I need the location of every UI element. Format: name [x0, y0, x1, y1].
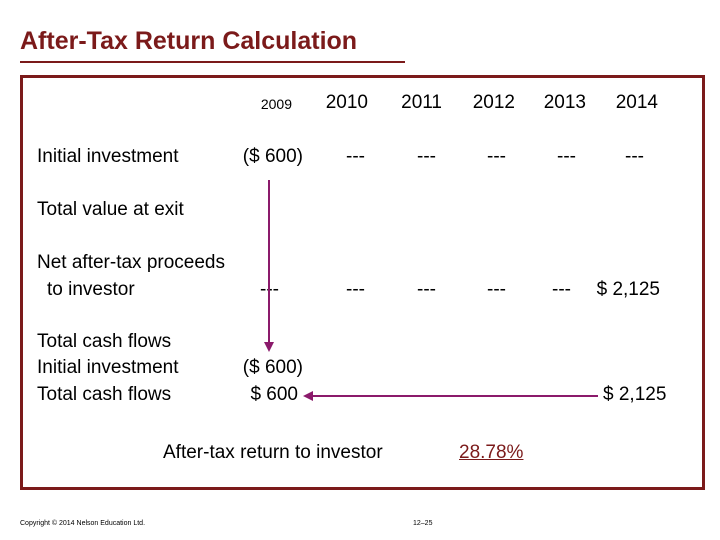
net-proceeds-2010: ---: [346, 279, 365, 300]
page-number: 12–25: [413, 520, 433, 527]
net-proceeds-2013: ---: [552, 279, 571, 300]
summary-initial-investment-value: ($ 600): [242, 357, 303, 378]
after-tax-return-value: 28.78%: [459, 442, 524, 463]
year-2010: 2010: [325, 92, 368, 113]
initial-investment-2012: ---: [487, 146, 506, 167]
summary-initial-investment-label: Initial investment: [37, 357, 179, 378]
initial-investment-2009: ($ 600): [242, 146, 303, 167]
year-2013: 2013: [543, 92, 586, 113]
title-underline: [20, 61, 405, 63]
summary-total-cash-flows-label: Total cash flows: [37, 384, 172, 405]
initial-investment-2010: ---: [346, 146, 365, 167]
year-2009: 2009: [260, 96, 292, 112]
net-proceeds-label-line1: Net after-tax proceeds: [37, 252, 225, 273]
summary-total-left-value: $ 600: [250, 384, 298, 405]
initial-investment-label: Initial investment: [37, 146, 179, 167]
copyright-text: Copyright © 2014 Nelson Education Ltd.: [20, 520, 146, 527]
initial-investment-2014: ---: [625, 146, 644, 167]
year-2012: 2012: [472, 92, 515, 113]
total-value-at-exit-label: Total value at exit: [37, 199, 184, 220]
after-tax-return-label: After-tax return to investor: [163, 442, 383, 463]
summary-total-right-value: $ 2,125: [603, 384, 667, 405]
total-cash-flows-heading: Total cash flows: [37, 331, 172, 352]
initial-investment-2013: ---: [557, 146, 576, 167]
content-frame: [20, 75, 705, 490]
initial-investment-2011: ---: [417, 146, 436, 167]
year-2014: 2014: [615, 92, 658, 113]
net-proceeds-2012: ---: [487, 279, 506, 300]
slide-title: After-Tax Return Calculation: [20, 27, 358, 55]
year-2011: 2011: [401, 92, 442, 113]
net-proceeds-2014: $ 2,125: [596, 279, 660, 300]
net-proceeds-label-line2: to investor: [47, 279, 135, 300]
net-proceeds-2011: ---: [417, 279, 436, 300]
